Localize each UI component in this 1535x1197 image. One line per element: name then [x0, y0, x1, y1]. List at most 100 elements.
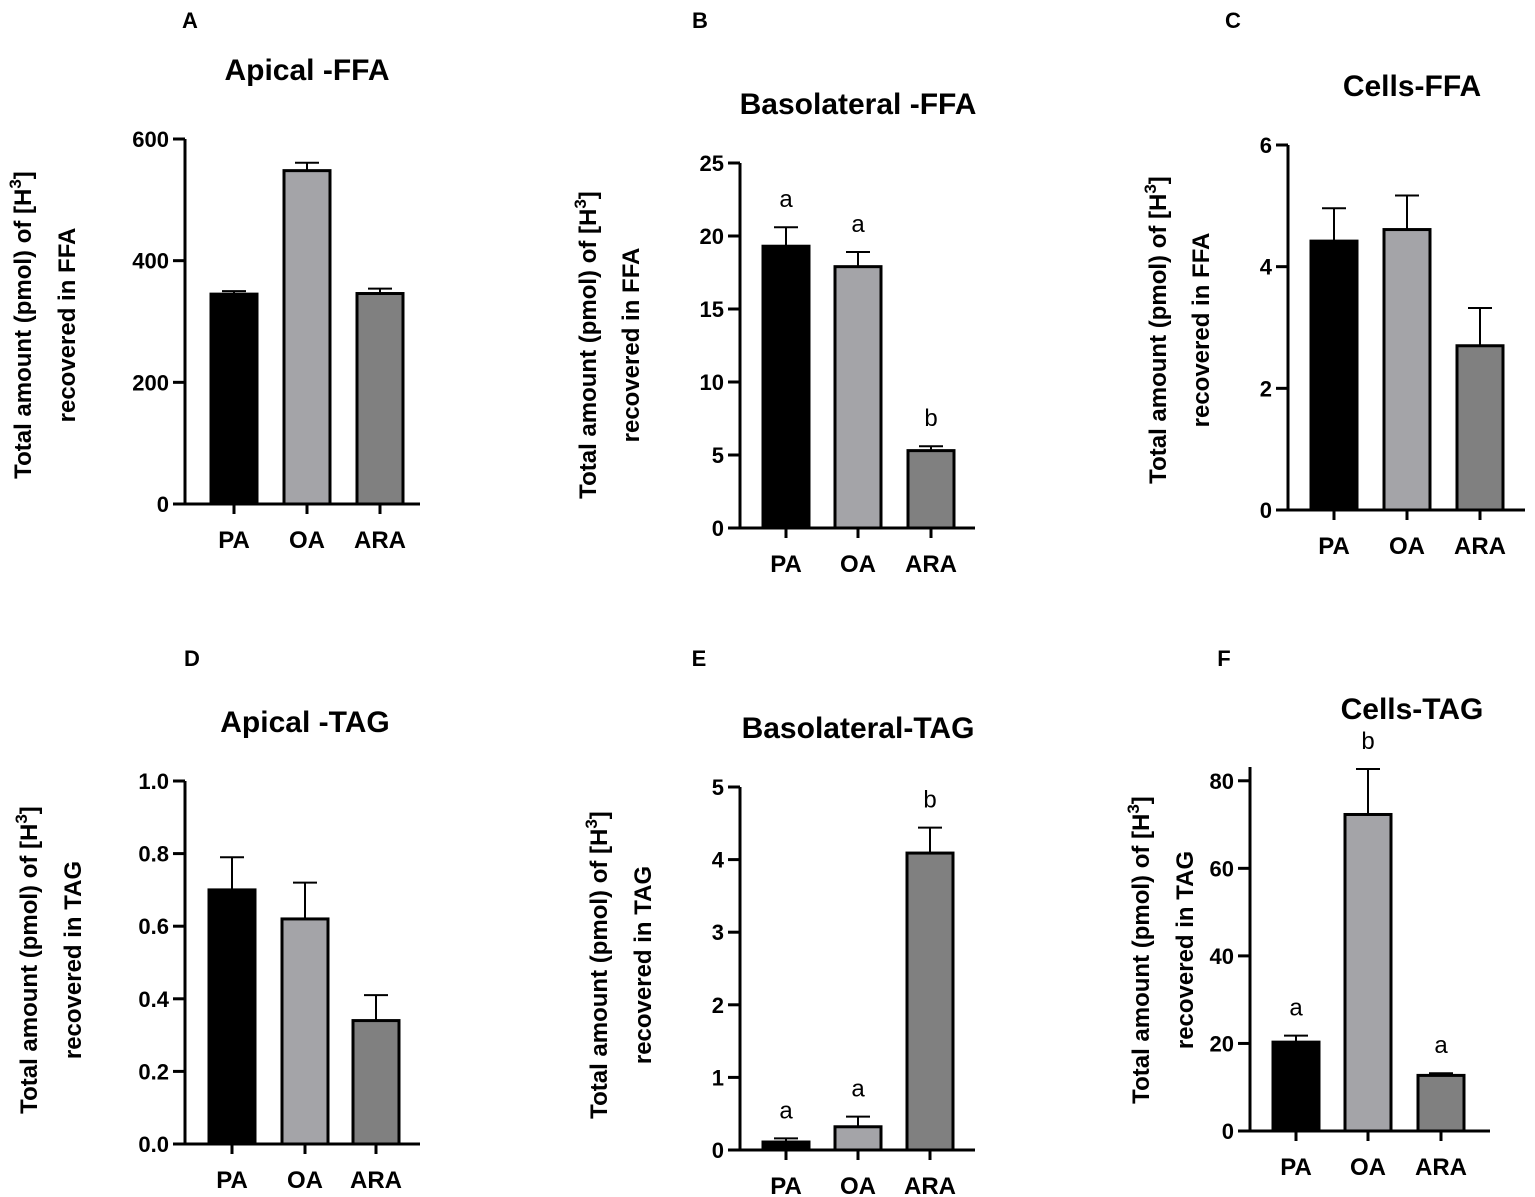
x-tick-label: OA [840, 1173, 876, 1197]
y-axis-label-superscript: 3 [1141, 184, 1160, 193]
panel-letter: E [692, 646, 707, 671]
significance-label: b [1361, 728, 1374, 755]
significance-label: a [779, 186, 793, 213]
x-tick-label: PA [1318, 533, 1350, 560]
y-axis-label-suffix: ] [1128, 796, 1155, 804]
panel-title: Basolateral-TAG [742, 712, 975, 745]
y-axis-label-superscript: 3 [582, 819, 601, 828]
y-tick-label: 0 [1260, 498, 1272, 523]
y-axis-label-line2: recovered in TAG [630, 866, 657, 1064]
y-axis-label-suffix: ] [586, 811, 613, 819]
x-tick-label: OA [1389, 533, 1425, 560]
bar-oa [833, 1125, 883, 1152]
x-tick-label: PA [1280, 1154, 1312, 1181]
y-tick-label: 4 [1260, 255, 1273, 280]
significance-label: a [779, 1097, 793, 1124]
bar-ara [1416, 1073, 1466, 1133]
y-axis-label-line2: recovered in TAG [60, 861, 87, 1059]
x-tick-label: ARA [1415, 1154, 1467, 1181]
y-tick-label: 25 [700, 151, 724, 176]
y-tick-label: 1.0 [138, 769, 169, 794]
y-axis-label-prefix: Total amount (pmol) of [H [1145, 194, 1172, 484]
bar-oa [833, 265, 883, 530]
y-tick-label: 5 [712, 443, 724, 468]
bar-oa [282, 169, 332, 506]
panel-f: F Cells-TAG Total amount (pmol) of [H3] rec… [1124, 646, 1490, 1181]
x-tick-label: ARA [354, 527, 406, 554]
panel-letter: F [1217, 646, 1230, 671]
y-axis-label: Total amount (pmol) of [H3] [6, 171, 37, 479]
panel-a: A Apical -FFA Total amount (pmol) of [H3] r… [6, 8, 420, 554]
x-tick-label: PA [216, 1167, 248, 1194]
y-tick-label: 0 [712, 516, 724, 541]
panel-letter: A [182, 8, 198, 33]
y-axis-label-suffix: ] [1145, 176, 1172, 184]
y-tick-label: 80 [1210, 769, 1234, 794]
bar-ara [351, 1019, 401, 1146]
y-tick-label: 0.2 [138, 1059, 169, 1084]
y-tick-label: 20 [700, 224, 724, 249]
y-axis-label-prefix: Total amount (pmol) of [H [586, 829, 613, 1119]
x-tick-label: ARA [905, 551, 957, 578]
significance-label: a [1289, 995, 1303, 1022]
bar-pa [209, 292, 259, 506]
y-tick-label: 6 [1260, 133, 1272, 158]
y-axis-label-prefix: Total amount (pmol) of [H [16, 824, 43, 1114]
x-tick-label: ARA [1454, 533, 1506, 560]
x-tick-label: ARA [904, 1173, 956, 1197]
panel-title: Basolateral -FFA [740, 88, 977, 121]
y-tick-label: 600 [132, 127, 169, 152]
panel-e: E Basolateral-TAG Total amount (pmol) of [… [582, 646, 975, 1197]
panel-title: Cells-FFA [1343, 70, 1481, 103]
y-axis-label: Total amount (pmol) of [H3] [582, 811, 613, 1119]
bar-oa [1343, 812, 1393, 1133]
y-axis-label-suffix: ] [10, 171, 37, 179]
y-tick-label: 40 [1210, 944, 1234, 969]
y-axis-label-superscript: 3 [12, 814, 31, 823]
y-axis-label-prefix: Total amount (pmol) of [H [10, 189, 37, 479]
y-axis-label-superscript: 3 [6, 179, 25, 188]
y-axis-label: Total amount (pmol) of [H3] [571, 191, 602, 499]
y-axis-label-line2: recovered in FFA [1188, 233, 1215, 428]
bar-ara [1455, 344, 1505, 512]
x-tick-label: PA [770, 551, 802, 578]
y-tick-label: 3 [712, 920, 724, 945]
y-tick-label: 1 [712, 1065, 724, 1090]
y-axis-label-line2: recovered in FFA [54, 228, 81, 423]
bar-pa [207, 888, 257, 1146]
y-tick-label: 0.4 [138, 987, 169, 1012]
panel-c: C Cells-FFA Total amount (pmol) of [H3] rec… [1141, 8, 1525, 560]
y-tick-label: 0 [712, 1138, 724, 1163]
y-tick-label: 20 [1210, 1031, 1234, 1056]
y-tick-label: 0.0 [138, 1132, 169, 1157]
panel-b: B Basolateral -FFA Total amount (pmol) of … [571, 8, 976, 578]
panel-letter: B [692, 8, 708, 33]
x-tick-label: OA [289, 527, 325, 554]
y-tick-label: 0 [1222, 1119, 1234, 1144]
bar-pa [1271, 1040, 1321, 1133]
y-tick-label: 4 [712, 848, 725, 873]
bar-pa [1309, 239, 1359, 512]
y-tick-label: 0 [157, 492, 169, 517]
y-tick-label: 10 [700, 370, 724, 395]
y-axis-label-prefix: Total amount (pmol) of [H [575, 209, 602, 499]
bar-oa [280, 917, 330, 1146]
significance-label: a [1434, 1032, 1448, 1059]
significance-label: a [851, 211, 865, 238]
y-tick-label: 200 [132, 370, 169, 395]
x-tick-label: OA [1350, 1154, 1386, 1181]
x-tick-label: OA [840, 551, 876, 578]
y-tick-label: 5 [712, 775, 724, 800]
significance-label: b [924, 405, 937, 432]
y-tick-label: 400 [132, 249, 169, 274]
bar-ara [906, 449, 956, 530]
y-axis-label-prefix: Total amount (pmol) of [H [1128, 814, 1155, 1104]
y-axis-label-suffix: ] [16, 806, 43, 814]
y-axis-label-superscript: 3 [1124, 804, 1143, 813]
y-axis-label-line2: recovered in TAG [1172, 851, 1199, 1049]
x-tick-label: PA [770, 1173, 802, 1197]
y-axis-label: Total amount (pmol) of [H3] [1141, 176, 1172, 484]
y-tick-label: 0.8 [138, 842, 169, 867]
y-tick-label: 0.6 [138, 914, 169, 939]
